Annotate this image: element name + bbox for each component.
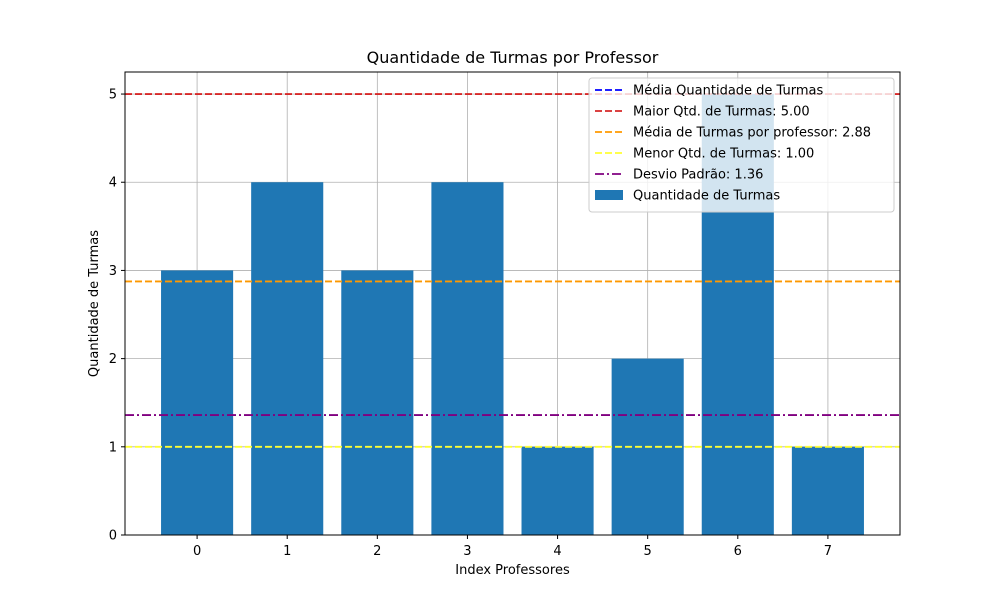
bar bbox=[341, 270, 414, 535]
y-tick-label: 0 bbox=[109, 529, 117, 544]
bar bbox=[161, 270, 234, 535]
legend-entry: Desvio Padrão: 1.36 bbox=[633, 168, 763, 183]
bar bbox=[251, 182, 324, 535]
x-tick-label: 1 bbox=[283, 544, 291, 559]
y-axis-label: Quantidade de Turmas bbox=[87, 230, 102, 377]
legend-box bbox=[588, 77, 895, 213]
bar bbox=[431, 182, 504, 535]
y-tick-label: 1 bbox=[109, 440, 117, 455]
y-tick-label: 4 bbox=[109, 176, 117, 191]
legend-entry: Média de Turmas por professor: 2.88 bbox=[633, 126, 871, 141]
legend-entry: Quantidade de Turmas bbox=[633, 189, 780, 204]
legend-entry: Média Quantidade de Turmas bbox=[633, 84, 823, 99]
bar bbox=[521, 446, 594, 535]
legend-bar-swatch bbox=[595, 190, 623, 200]
y-tick-label: 5 bbox=[109, 88, 117, 103]
y-tick-label: 3 bbox=[109, 264, 117, 279]
bar bbox=[791, 446, 864, 535]
x-axis-label: Index Professores bbox=[455, 563, 570, 578]
x-tick-label: 7 bbox=[824, 544, 832, 559]
legend: Média Quantidade de Turmas Maior Qtd. de … bbox=[588, 77, 895, 213]
axis-ticks: 0 1 2 3 4 5 6 7 0 1 2 3 4 5 bbox=[109, 88, 832, 559]
x-tick-label: 6 bbox=[734, 544, 742, 559]
legend-entry: Maior Qtd. de Turmas: 5.00 bbox=[633, 105, 810, 120]
x-tick-label: 2 bbox=[373, 544, 381, 559]
x-tick-label: 4 bbox=[553, 544, 561, 559]
axes-frame bbox=[124, 71, 901, 536]
x-tick-label: 0 bbox=[193, 544, 201, 559]
y-tick-label: 2 bbox=[109, 352, 117, 367]
legend-entry: Menor Qtd. de Turmas: 1.00 bbox=[633, 147, 814, 162]
x-tick-label: 5 bbox=[644, 544, 652, 559]
x-tick-label: 3 bbox=[463, 544, 471, 559]
chart-title: Quantidade de Turmas por Professor bbox=[367, 48, 659, 67]
